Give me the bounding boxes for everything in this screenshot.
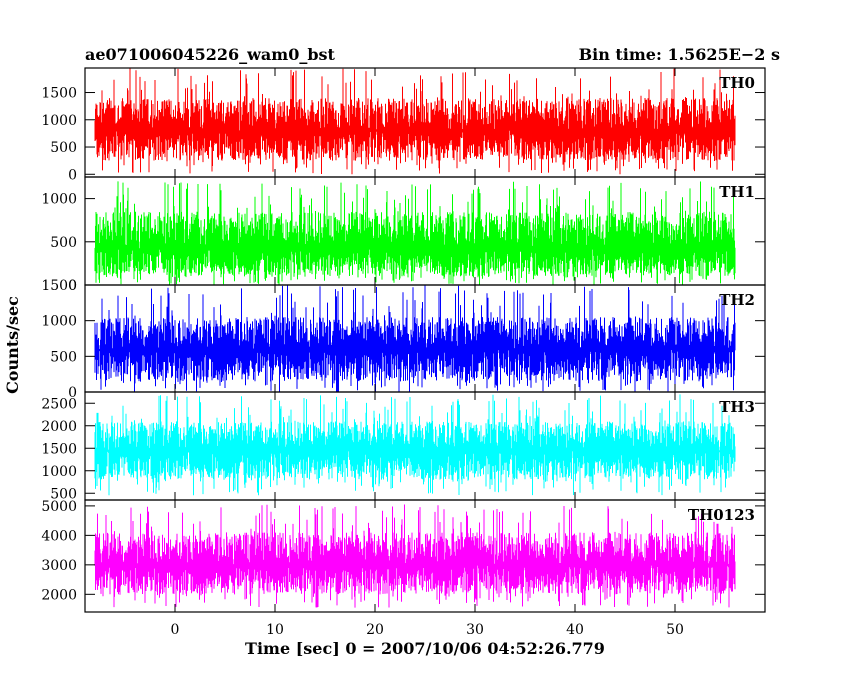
y-tick-label: 500 — [50, 349, 77, 365]
panel-th2: 0 500 1000 1500 TH2 — [41, 278, 766, 401]
panel-frame — [84, 499, 766, 613]
y-tick-label: 500 — [50, 486, 77, 502]
panel-th3: 500 1000 1500 2000 2500 TH3 — [41, 391, 766, 502]
y-tick-label: 1000 — [41, 113, 77, 129]
y-tick-label: 5000 — [41, 499, 77, 515]
panel-label-th3: TH3 — [719, 398, 755, 416]
panel-th0: 0 500 1000 1500 TH0 — [41, 67, 766, 183]
y-tick-label: 0 — [68, 385, 77, 401]
y-tick-label: 1500 — [41, 441, 77, 457]
y-tick-label: 2500 — [41, 396, 77, 412]
y-tick-label: 500 — [50, 235, 77, 251]
panel-label-th1: TH1 — [719, 183, 755, 201]
x-tick-label: 30 — [466, 622, 484, 638]
chart-subtitle: Bin time: 1.5625E−2 s — [579, 45, 780, 64]
series-line-th1 — [94, 181, 736, 285]
y-tick-label: 500 — [50, 140, 77, 156]
y-tick-label: 1500 — [41, 86, 77, 102]
x-tick-label: 40 — [566, 622, 584, 638]
panel-th0123: 2000 3000 4000 5000 TH0123 0 10 20 30 40 50 — [41, 499, 766, 638]
y-tick-label: 1500 — [41, 278, 77, 294]
y-tick-label: 4000 — [41, 528, 77, 544]
panel-label-th0123: TH0123 — [688, 506, 755, 524]
chart-title: ae071006045226_wam0_bst — [85, 45, 336, 64]
series-line-th3 — [94, 394, 736, 496]
x-tick-label: 20 — [366, 622, 384, 638]
x-tick-label: 50 — [666, 622, 684, 638]
y-tick-label: 3000 — [41, 558, 77, 574]
panel-label-th2: TH2 — [719, 291, 755, 309]
series-line-th0 — [94, 68, 736, 175]
y-tick-label: 1000 — [41, 192, 77, 208]
x-tick-label: 10 — [266, 622, 284, 638]
series-line-th2 — [94, 285, 736, 392]
y-axis-label: Counts/sec — [3, 296, 22, 394]
panel-th1: 0 500 1000 TH1 — [41, 176, 766, 294]
y-tick-label: 2000 — [41, 587, 77, 603]
y-tick-label: 2000 — [41, 419, 77, 435]
y-tick-label: 1000 — [41, 464, 77, 480]
x-tick-label: 0 — [171, 622, 180, 638]
x-axis-label: Time [sec] 0 = 2007/10/06 04:52:26.779 — [245, 639, 605, 658]
y-tick-label: 0 — [68, 167, 77, 183]
y-tick-label: 1000 — [41, 314, 77, 330]
y-tick-label: 0 — [68, 278, 77, 294]
panel-label-th0: TH0 — [719, 74, 755, 92]
series-line-th0123 — [94, 504, 736, 608]
